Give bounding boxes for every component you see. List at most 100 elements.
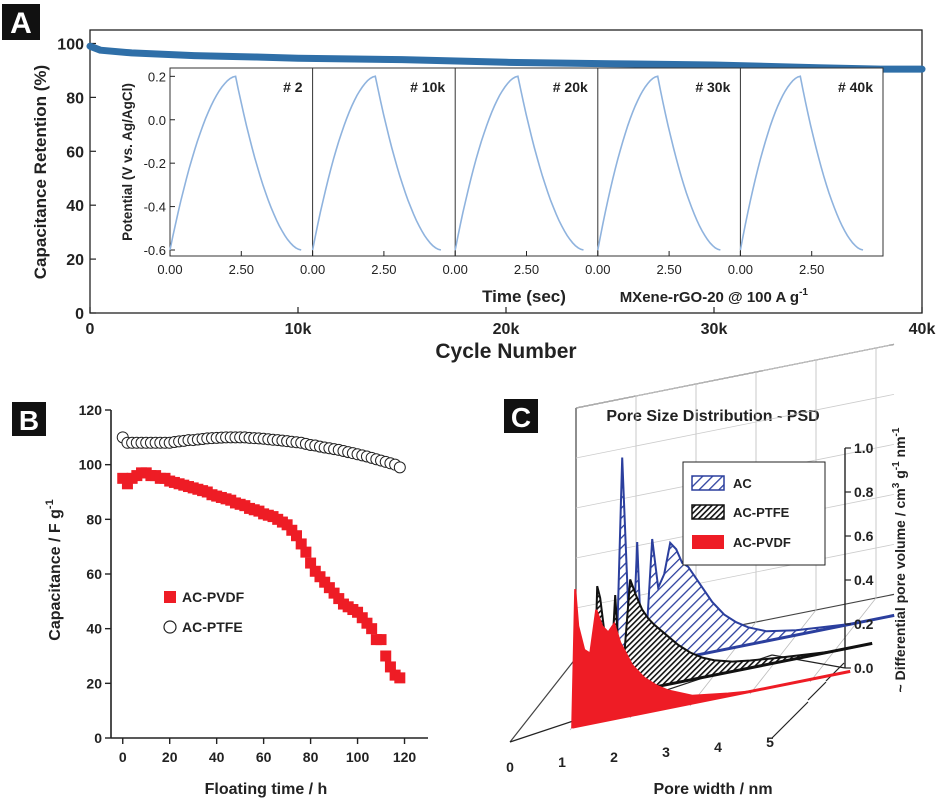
inset-y-tick-label: 0.0 xyxy=(148,113,166,128)
x-tick-label: 0 xyxy=(506,759,514,775)
y-tick-label: 0 xyxy=(94,730,102,746)
ac-pvdf-point xyxy=(394,672,406,684)
panel-b-series-ac-pvdf xyxy=(117,467,406,684)
ac-pvdf-point xyxy=(380,650,392,662)
x-tick-label: 3 xyxy=(662,744,670,760)
y-tick-label: 0.4 xyxy=(854,572,874,588)
inset-cycle-label: # 30k xyxy=(695,79,730,95)
ac-pvdf-point xyxy=(384,661,396,673)
inset-x-tick-label: 0.00 xyxy=(443,262,468,277)
panel-c-x-axis: 0 1 2 3 4 5 xyxy=(506,734,774,775)
y-tick-label: 20 xyxy=(66,252,84,269)
y-tick-label: 100 xyxy=(57,36,84,53)
panel-c-label-box xyxy=(504,399,538,433)
inset-annotation: MXene-rGO-20 @ 100 A g-1 xyxy=(620,287,809,306)
ac-pvdf-point xyxy=(300,546,312,558)
x-tick-label: 4 xyxy=(714,739,722,755)
ac-pvdf-point xyxy=(366,623,378,635)
charge-discharge-curve xyxy=(597,75,721,251)
y-tick-label: 60 xyxy=(66,144,84,161)
inset-x-tick-label: 2.50 xyxy=(514,262,539,277)
x-tick-label: 30k xyxy=(701,321,728,338)
panel-b-label: B xyxy=(19,405,39,436)
x-tick-label: 0 xyxy=(119,749,127,765)
inset-cycle-label: # 20k xyxy=(553,79,588,95)
inset-charge-discharge-curves xyxy=(169,75,864,251)
depth-tick xyxy=(771,719,791,739)
panel-a-label: A xyxy=(10,7,32,40)
panel-b-y-label: Capacitance / F g-1 xyxy=(44,499,64,640)
legend-marker-ac-ptfe xyxy=(163,620,177,634)
legend-swatch-ac xyxy=(691,475,725,491)
y-tick-label: 60 xyxy=(86,566,102,582)
inset-y-tick-label: -0.4 xyxy=(144,200,166,215)
ac-pvdf-area-baseline xyxy=(571,669,851,729)
y-tick-label: 80 xyxy=(66,90,84,107)
x-tick-label: 0 xyxy=(86,321,95,338)
panel-a-inset: 0.2 0.0 -0.2 -0.4 -0.6 0.00 2.50 # 2 0.00 2.50 # … xyxy=(120,67,884,306)
inset-y-axis: 0.2 0.0 -0.2 -0.4 -0.6 xyxy=(144,69,175,258)
inset-x-tick-label: 2.50 xyxy=(229,262,254,277)
legend-swatch-ac-ptfe xyxy=(691,504,725,520)
inset-y-tick-label: 0.2 xyxy=(148,69,166,84)
inset-x-tick-label: 0.00 xyxy=(585,262,610,277)
y-tick-label: 0.0 xyxy=(854,660,874,676)
x-tick-label: 60 xyxy=(256,749,272,765)
inset-frame xyxy=(169,67,884,257)
y-tick-label: 0.6 xyxy=(854,528,874,544)
ac-pvdf-point xyxy=(295,538,307,550)
charge-discharge-curve xyxy=(739,75,864,251)
x-tick-label: 1 xyxy=(558,754,566,770)
x-tick-label: 20k xyxy=(493,321,520,338)
floor-grid-line xyxy=(749,609,817,695)
panel-b-x-label: Floating time / h xyxy=(205,781,328,798)
depth-tick xyxy=(825,662,845,682)
panel-a-y-axis: 0 20 40 60 80 100 xyxy=(57,36,96,323)
inset-y-tick-label: -0.2 xyxy=(144,156,166,171)
x-tick-label: 40 xyxy=(209,749,225,765)
panel-b: B 0 20 40 60 80 100 120 0 20 40 60 80 100 120 Capaci… xyxy=(12,402,428,798)
panel-c-title: Pore Size Distribution - PSD xyxy=(606,408,819,425)
y-tick-label: 40 xyxy=(86,621,102,637)
y-tick-label: 0.8 xyxy=(854,484,874,500)
panel-c-legend: AC AC-PTFE AC-PVDF xyxy=(682,461,826,566)
depth-tick xyxy=(789,701,809,721)
panel-b-y-axis: 0 20 40 60 80 100 120 xyxy=(79,402,111,746)
ac-pvdf-point xyxy=(305,557,317,569)
inset-cycle-label: # 40k xyxy=(838,79,873,95)
y-tick-label: 1.0 xyxy=(854,440,874,456)
back-grid-line xyxy=(575,344,895,409)
charge-discharge-curve xyxy=(169,75,302,251)
panel-a: A 0 20 40 60 80 100 0 10k 20k 30k 40k Capacitance… xyxy=(2,4,935,363)
panel-c-y-axis: 0.0 0.2 0.4 0.6 0.8 1.0 xyxy=(845,440,874,676)
y-tick-label: 80 xyxy=(86,511,102,527)
inset-x-tick-label: 2.50 xyxy=(371,262,396,277)
floor-grid-line xyxy=(809,597,877,683)
charge-discharge-curve xyxy=(454,75,584,251)
panel-b-x-axis: 0 20 40 60 80 100 120 xyxy=(119,738,417,765)
ac-pvdf-point xyxy=(375,634,387,646)
y-tick-label: 0 xyxy=(75,306,84,323)
y-tick-label: 40 xyxy=(66,198,84,215)
inset-x-tick-label: 2.50 xyxy=(799,262,824,277)
panel-c: C Pore Size Distribution - PSD 0.0 0.2 0.4… xyxy=(504,343,908,798)
x-tick-label: 10k xyxy=(285,321,312,338)
panel-a-x-axis: 0 10k 20k 30k 40k xyxy=(86,307,935,338)
x-tick-label: 120 xyxy=(393,749,417,765)
inset-y-tick-label: -0.6 xyxy=(144,243,166,258)
panel-c-label: C xyxy=(511,402,531,433)
depth-tick xyxy=(807,681,827,701)
panel-a-y-label: Capacitance Retention (%) xyxy=(31,65,50,279)
legend-label-ac: AC xyxy=(733,476,752,491)
inset-x-tick-label: 2.50 xyxy=(656,262,681,277)
panel-c-x-label: Pore width / nm xyxy=(653,781,772,798)
retention-line xyxy=(86,42,926,73)
legend-label-ac-ptfe: AC-PTFE xyxy=(182,619,243,635)
y-tick-label: 100 xyxy=(79,457,103,473)
panel-a-label-box xyxy=(2,4,40,40)
legend-label-ac-ptfe: AC-PTFE xyxy=(733,505,790,520)
x-tick-label: 2 xyxy=(610,749,618,765)
legend-marker-ac-pvdf xyxy=(164,591,176,603)
panel-b-legend: AC-PVDF AC-PTFE xyxy=(163,589,245,635)
